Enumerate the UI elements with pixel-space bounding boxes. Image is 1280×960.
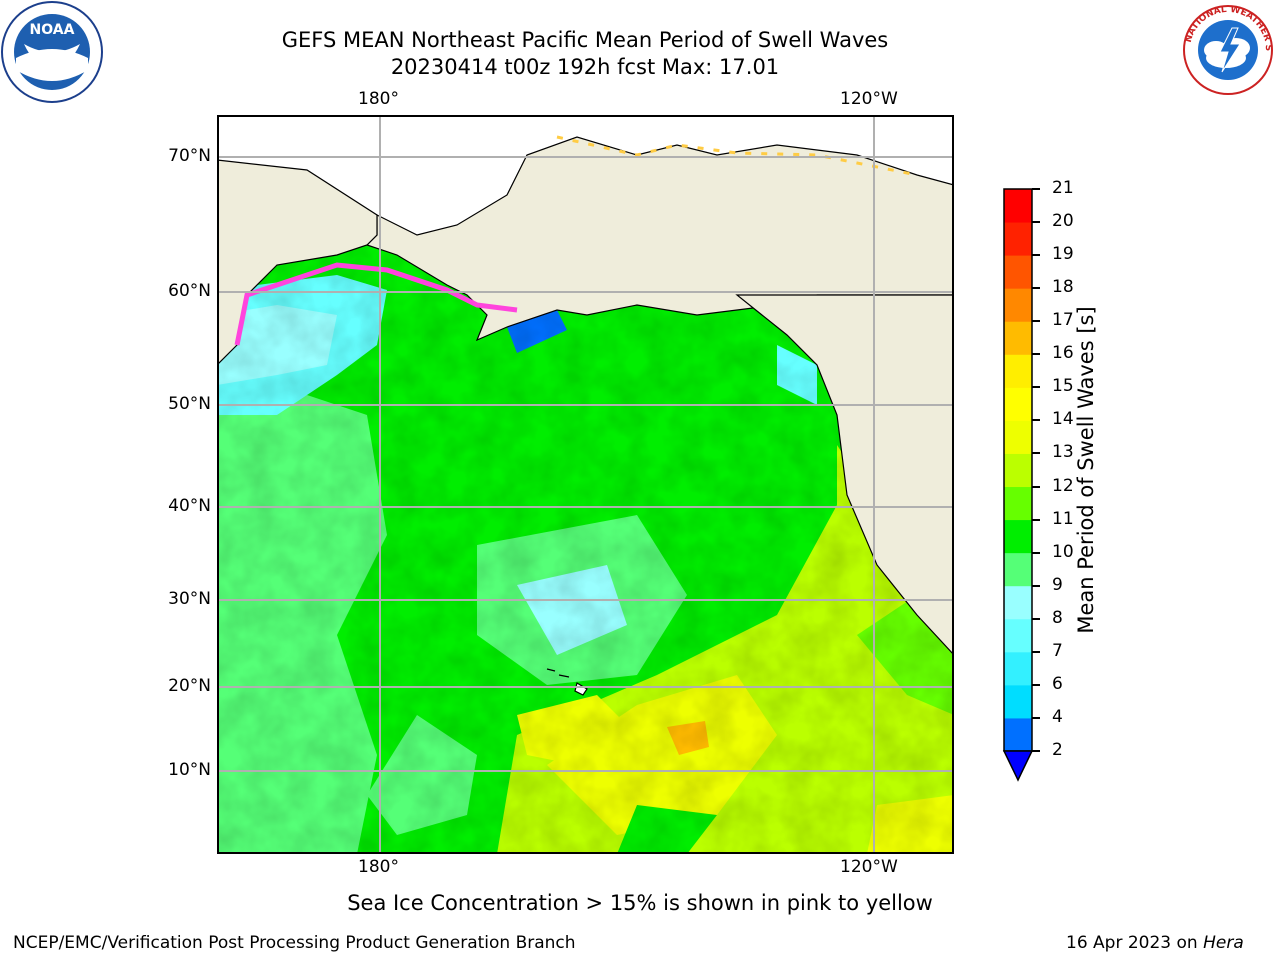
colorbar-tick-label: 9 — [1052, 574, 1063, 595]
lon-label-120w-top: 120°W — [840, 89, 898, 109]
colorbar-tick-mark — [1032, 452, 1040, 455]
colorbar-tick-mark — [1032, 188, 1040, 190]
colorbar-segment — [1004, 618, 1032, 653]
colorbar-tick-label: 11 — [1052, 508, 1074, 529]
lon-label-120w-bottom: 120°W — [840, 857, 898, 877]
colorbar-tick-label: 6 — [1052, 673, 1063, 694]
colorbar-tick-label: 21 — [1052, 178, 1074, 198]
colorbar-segment — [1004, 585, 1032, 620]
colorbar-tick-mark — [1032, 254, 1040, 257]
map-frame — [217, 115, 954, 854]
colorbar-segment — [1004, 651, 1032, 686]
colorbar-tick-mark — [1032, 320, 1040, 323]
colorbar-segment — [1004, 552, 1032, 587]
colorbar-segment — [1004, 420, 1032, 454]
noaa-logo: NOAA — [1, 1, 103, 103]
lon-label-180-top: 180° — [358, 89, 399, 109]
colorbar-segment — [1004, 288, 1032, 322]
colorbar-tick-label: 10 — [1052, 541, 1074, 562]
lat-label-20n: 20°N — [168, 676, 211, 696]
colorbar-segment — [1004, 321, 1032, 355]
colorbar-extend-triangle — [1002, 750, 1034, 782]
colorbar-tick-label: 19 — [1052, 244, 1074, 265]
colorbar-tick-label: 13 — [1052, 442, 1074, 463]
colorbar-tick-label: 7 — [1052, 640, 1063, 661]
colorbar-segment — [1004, 453, 1032, 488]
national-weather-service-logo: NATIONAL WEATHER SERVICE — [1176, 0, 1273, 95]
colorbar-tick-label: 15 — [1052, 376, 1074, 397]
colorbar-segment — [1004, 387, 1032, 421]
lat-label-70n: 70°N — [168, 146, 211, 166]
lat-label-50n: 50°N — [168, 394, 211, 414]
colorbar-tick-label: 4 — [1052, 706, 1063, 727]
colorbar-segment — [1004, 684, 1032, 719]
colorbar-segment — [1004, 519, 1032, 554]
colorbar-tick-label: 20 — [1052, 211, 1074, 232]
sea-ice-edge-arctic — [556, 135, 918, 177]
colorbar-tick-mark — [1032, 584, 1040, 587]
north-america-land — [735, 294, 954, 656]
colorbar-segment — [1004, 189, 1032, 223]
colorbar-segment — [1004, 255, 1032, 289]
colorbar-tick-mark — [1032, 683, 1040, 686]
colorbar-tick-mark — [1032, 419, 1040, 422]
colorbar-tick-mark — [1032, 716, 1040, 719]
colorbar-segment — [1004, 222, 1032, 256]
chart-subtitle: 20230414 t00z 192h fcst Max: 17.01 — [390, 55, 780, 79]
colorbar-segment — [1004, 354, 1032, 388]
colorbar-segment — [1004, 717, 1032, 752]
colorbar-tick-label: 17 — [1052, 310, 1074, 331]
colorbar-tick-label: 2 — [1052, 740, 1063, 760]
chart-title: GEFS MEAN Northeast Pacific Mean Period … — [281, 28, 889, 52]
colorbar-tick-label: 8 — [1052, 607, 1063, 628]
siberia-land — [217, 159, 378, 366]
colorbar-tick-mark — [1032, 750, 1040, 752]
colorbar — [1002, 188, 1034, 782]
colorbar-tick-label: 12 — [1052, 475, 1074, 496]
sea-ice-note: Sea Ice Concentration > 15% is shown in … — [347, 891, 933, 915]
colorbar-tick-mark — [1032, 287, 1040, 290]
lat-label-40n: 40°N — [168, 496, 211, 516]
colorbar-segment — [1004, 486, 1032, 521]
colorbar-tick-mark — [1032, 221, 1040, 224]
lat-label-60n: 60°N — [168, 281, 211, 301]
arctic-ocean — [217, 115, 954, 235]
footer-credit: NCEP/EMC/Verification Post Processing Pr… — [13, 933, 576, 953]
colorbar-tick-label: 18 — [1052, 277, 1074, 298]
lon-label-180-bottom: 180° — [358, 857, 399, 877]
colorbar-tick-label: 16 — [1052, 343, 1074, 364]
colorbar-tick-mark — [1032, 617, 1040, 620]
colorbar-tick-mark — [1032, 650, 1040, 653]
colorbar-tick-mark — [1032, 518, 1040, 521]
map-plot — [217, 115, 954, 854]
sea-ice-edge — [234, 262, 518, 346]
colorbar-tick-label: 14 — [1052, 409, 1074, 430]
colorbar-tick-mark — [1032, 386, 1040, 389]
lat-label-10n: 10°N — [168, 760, 211, 780]
colorbar-tick-mark — [1032, 353, 1040, 356]
colorbar-label: Mean Period of Swell Waves [s] — [1074, 306, 1098, 634]
footer-date: 16 Apr 2023 on Hera — [1066, 933, 1244, 953]
lat-label-30n: 30°N — [168, 589, 211, 609]
graticule — [217, 115, 954, 854]
noaa-logo-text: NOAA — [30, 22, 75, 38]
colorbar-tick-mark — [1032, 485, 1040, 488]
colorbar-tick-mark — [1032, 551, 1040, 554]
